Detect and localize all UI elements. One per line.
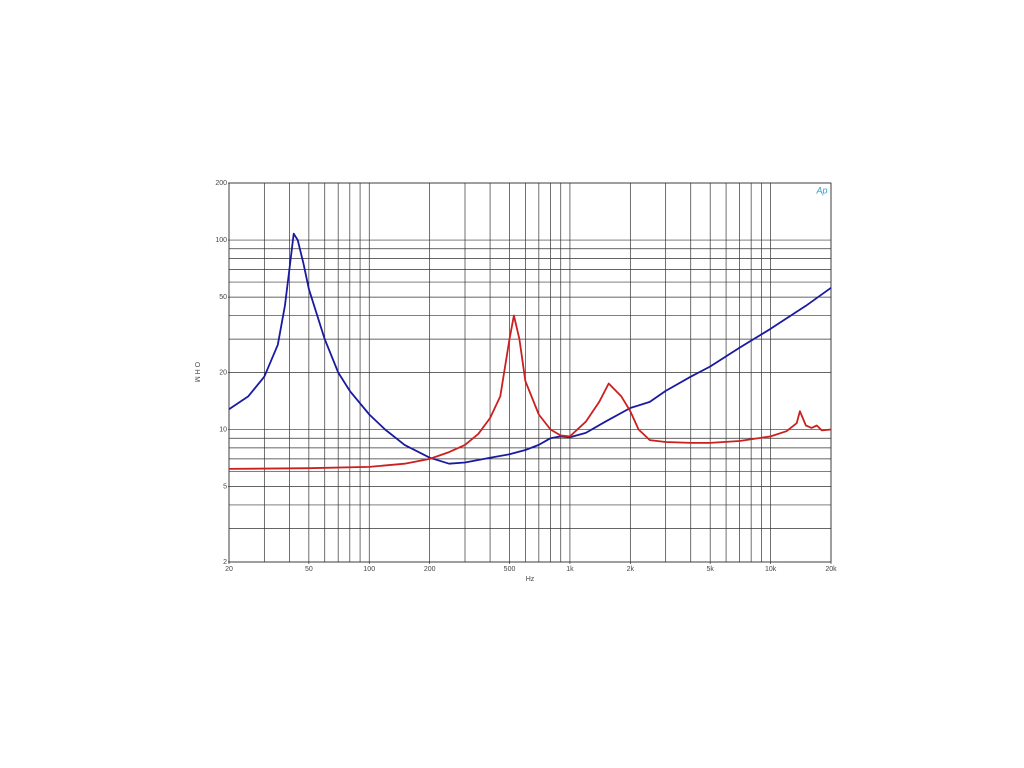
x-axis-label: Hz — [526, 576, 535, 583]
y-tick-label: 200 — [215, 180, 227, 187]
y-tick-label: 100 — [215, 237, 227, 244]
y-tick-label: 20 — [219, 369, 227, 376]
y-tick-label: 50 — [219, 294, 227, 301]
x-tick-label: 5k — [706, 566, 714, 573]
logo: Ap — [815, 185, 827, 195]
y-tick-label: 10 — [219, 426, 227, 433]
x-tick-label: 20k — [825, 566, 837, 573]
x-tick-label: 10k — [765, 566, 777, 573]
x-tick-label: 2k — [627, 566, 635, 573]
x-tick-label: 500 — [504, 566, 516, 573]
impedance-line — [228, 232, 832, 465]
x-tick-label: 50 — [305, 566, 313, 573]
y-tick-label: 5 — [223, 483, 227, 490]
impedance-line — [228, 314, 832, 470]
x-tick-label: 1k — [566, 566, 574, 573]
y-axis-label: O H M — [193, 362, 200, 382]
x-tick-label: 200 — [424, 566, 436, 573]
y-tick-label: 2 — [223, 559, 227, 566]
x-tick-label: 20 — [225, 566, 233, 573]
x-tick-label: 100 — [363, 566, 375, 573]
